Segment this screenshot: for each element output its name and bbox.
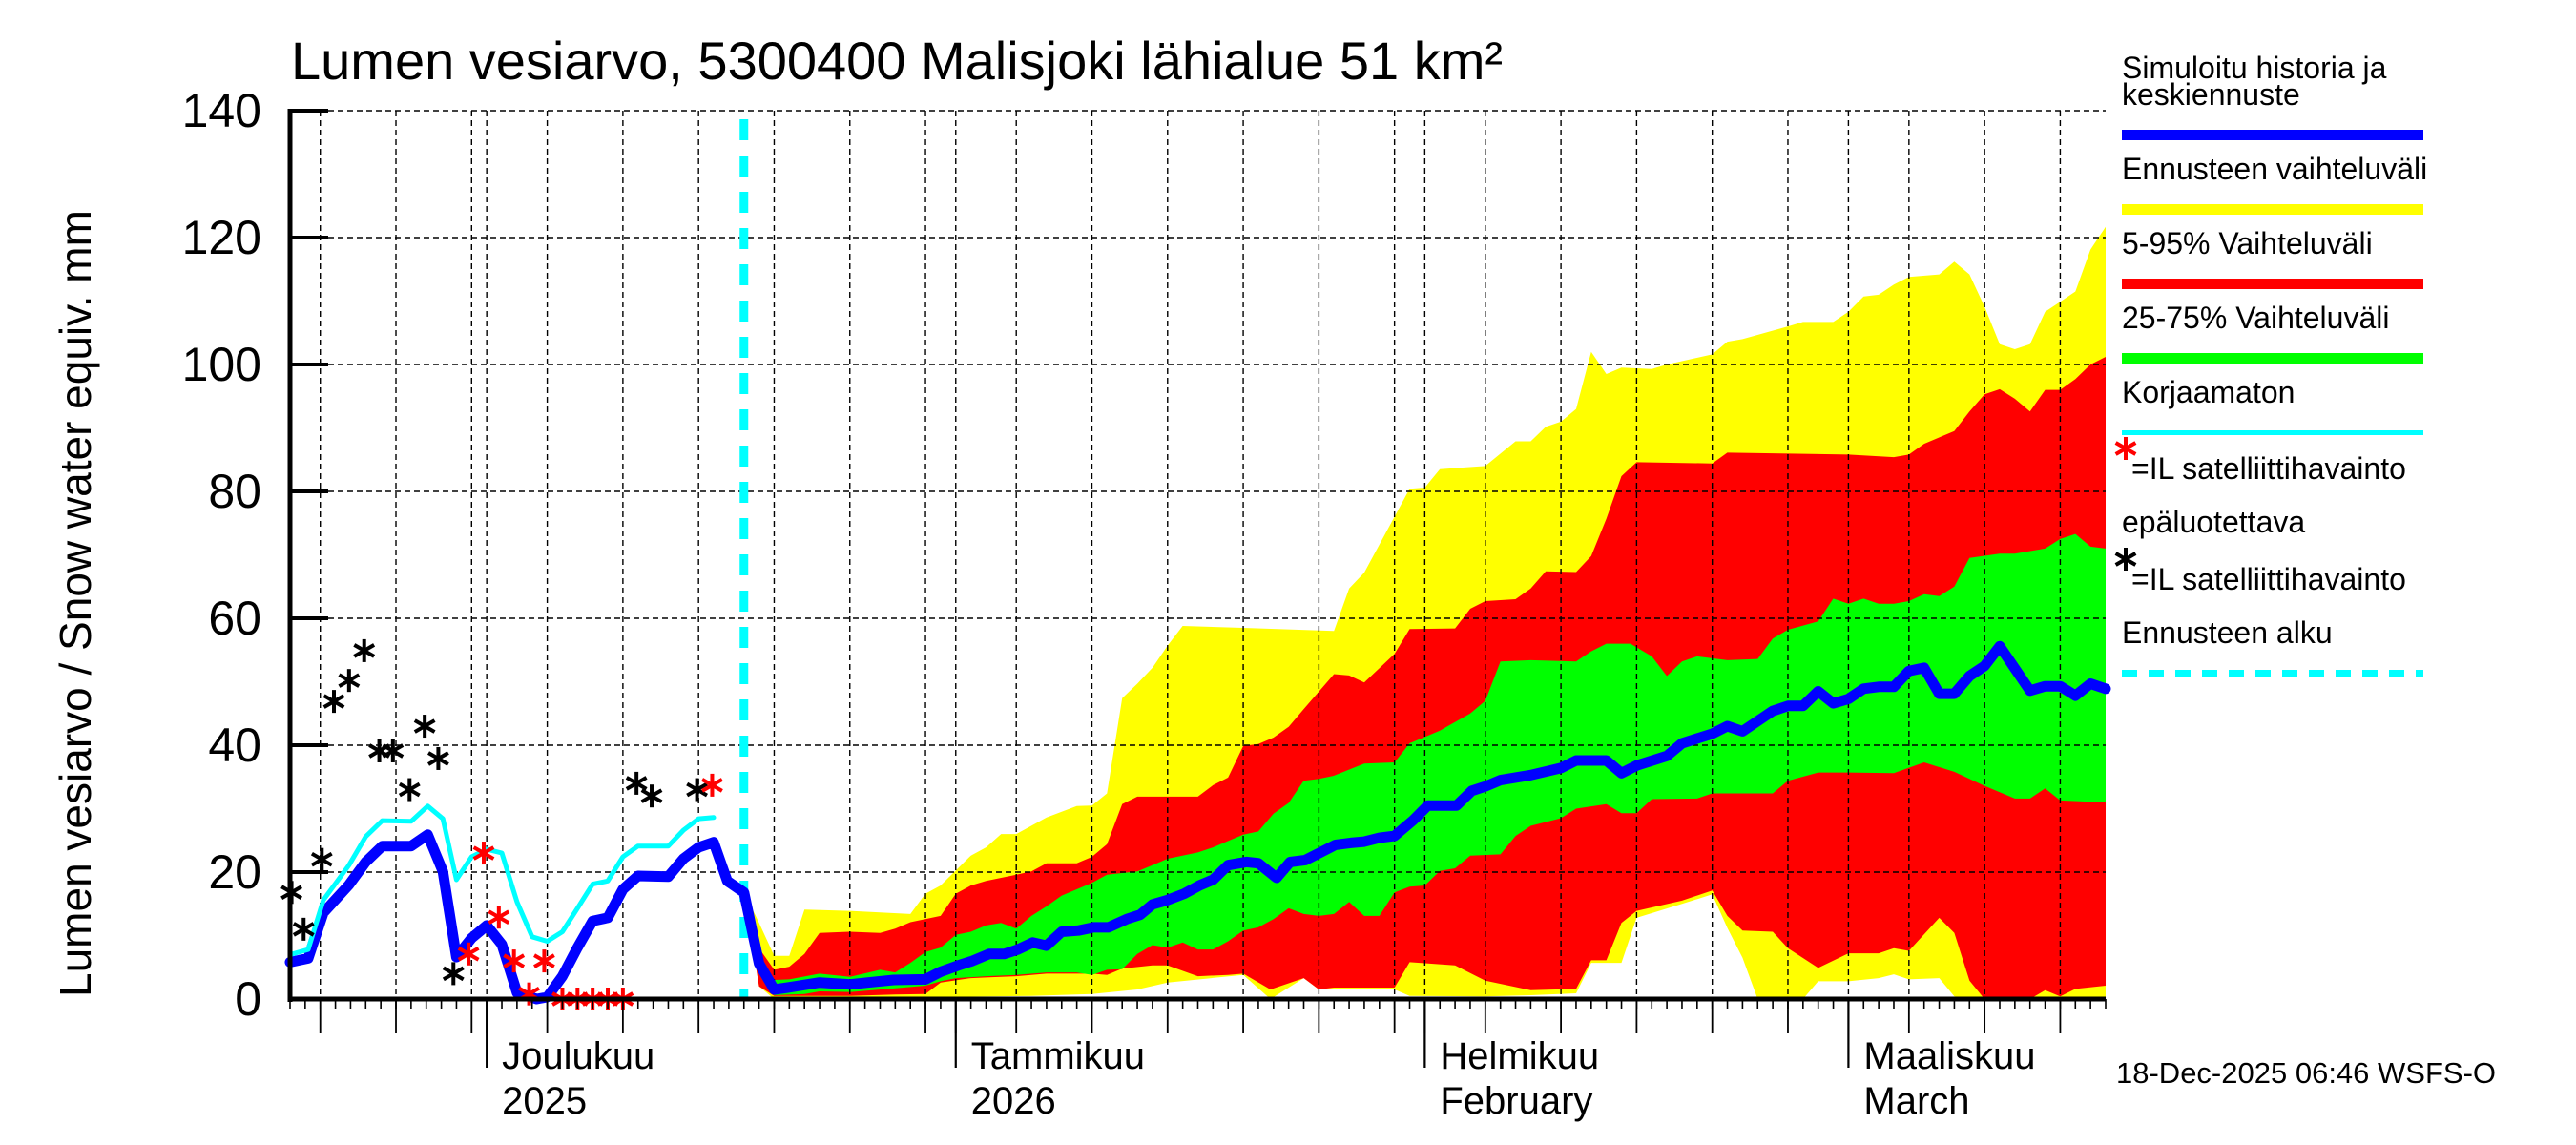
unreliable-observation-point	[472, 842, 495, 865]
chart-title: Lumen vesiarvo, 5300400 Malisjoki lähial…	[291, 31, 1503, 91]
y-tick-labels: 0 20 40 60 80 100 120 140	[182, 84, 261, 1026]
legend-item: Ennusteen vaihteluväli	[2122, 152, 2427, 215]
unreliable-observation-point	[488, 906, 510, 929]
legend-label: keskiennuste	[2122, 77, 2300, 112]
observation-point	[322, 690, 345, 714]
observation-point	[398, 778, 421, 802]
legend-item: 25-75% Vaihteluväli	[2122, 301, 2423, 364]
y-tick-label: 100	[182, 338, 261, 391]
legend-label: 25-75% Vaihteluväli	[2122, 301, 2389, 335]
observation-point	[338, 669, 361, 693]
month-label: Maaliskuu	[1863, 1035, 2035, 1077]
year-label: March	[1863, 1080, 1969, 1122]
observation-markers	[280, 638, 723, 1010]
legend-item: Ennusteen alku	[2122, 615, 2423, 677]
legend-item: =IL satelliittihavainto epäluotettava	[2114, 437, 2406, 539]
unreliable-observation-point	[533, 949, 555, 973]
asterisk-stroke	[292, 922, 315, 937]
asterisk-stroke	[488, 909, 510, 925]
asterisk-icon	[2114, 437, 2137, 460]
asterisk-stroke	[533, 953, 555, 968]
legend-label: Ennusteen alku	[2122, 615, 2333, 650]
observation-point	[640, 784, 663, 808]
asterisk-icon	[2114, 548, 2137, 571]
legend-swatch	[2122, 204, 2423, 215]
y-tick-label: 80	[208, 465, 261, 518]
observation-point	[353, 638, 376, 662]
asterisk-stroke	[701, 778, 723, 793]
asterisk-stroke	[457, 947, 480, 962]
y-tick-label: 0	[235, 972, 261, 1026]
observation-point	[442, 962, 465, 986]
legend-label: =IL satelliittihavainto	[2131, 562, 2406, 596]
y-axis-label: Lumen vesiarvo / Snow water equiv. mm	[51, 210, 100, 997]
asterisk-stroke	[640, 788, 663, 803]
y-tick-label: 140	[182, 84, 261, 137]
unreliable-observation-point	[701, 773, 723, 797]
asterisk-stroke	[382, 743, 405, 759]
asterisk-stroke	[427, 751, 449, 766]
y-tick-label: 40	[208, 718, 261, 772]
legend-item: Korjaamaton	[2122, 375, 2423, 435]
asterisk-stroke	[322, 694, 345, 709]
month-label: Joulukuu	[502, 1035, 654, 1077]
year-label: 2026	[971, 1080, 1056, 1122]
y-tick-label: 60	[208, 592, 261, 645]
observation-point	[382, 739, 405, 762]
observation-point	[292, 917, 315, 941]
legend-label: Simuloitu historia ja	[2122, 51, 2387, 85]
observation-point	[310, 847, 333, 871]
asterisk-stroke	[338, 673, 361, 688]
asterisk-stroke	[413, 718, 436, 734]
uncorrected-line	[287, 803, 717, 957]
unreliable-observation-point	[503, 949, 526, 973]
asterisk-stroke	[310, 851, 333, 867]
legend-label: =IL satelliittihavainto	[2131, 451, 2406, 486]
legend-item: 5-95% Vaihteluväli	[2122, 226, 2423, 289]
year-label: February	[1440, 1080, 1592, 1122]
observation-point	[625, 771, 648, 795]
year-label: 2025	[502, 1080, 587, 1122]
unreliable-observation-point	[457, 942, 480, 966]
legend-swatch	[2122, 130, 2423, 140]
asterisk-stroke	[353, 643, 376, 658]
legend-swatch	[2122, 430, 2423, 435]
asterisk-stroke	[398, 781, 421, 798]
month-label: Helmikuu	[1440, 1035, 1599, 1077]
legend-swatch	[2122, 353, 2423, 364]
y-tick-label: 120	[182, 211, 261, 264]
observation-point	[686, 778, 708, 802]
asterisk-stroke	[472, 845, 495, 861]
legend-swatch	[2122, 279, 2423, 289]
asterisk-stroke	[625, 776, 648, 791]
observation-point	[427, 746, 449, 770]
asterisk-stroke	[686, 781, 708, 798]
legend-item: =IL satelliittihavainto	[2114, 548, 2406, 596]
median-line	[284, 640, 2111, 1005]
month-label: Tammikuu	[971, 1035, 1145, 1077]
asterisk-stroke	[442, 966, 465, 982]
observation-point	[413, 715, 436, 739]
asterisk-stroke	[503, 953, 526, 968]
asterisk-stroke	[2114, 441, 2137, 456]
legend-label: Korjaamaton	[2122, 375, 2295, 409]
legend-label: Ennusteen vaihteluväli	[2122, 152, 2427, 186]
axes	[287, 109, 2107, 1068]
legend-label: epäluotettava	[2122, 505, 2305, 539]
asterisk-stroke	[2114, 552, 2137, 567]
timestamp: 18-Dec-2025 06:46 WSFS-O	[2116, 1056, 2496, 1090]
legend-label: 5-95% Vaihteluväli	[2122, 226, 2373, 260]
y-tick-label: 20	[208, 845, 261, 899]
series-lines	[284, 119, 2111, 1005]
